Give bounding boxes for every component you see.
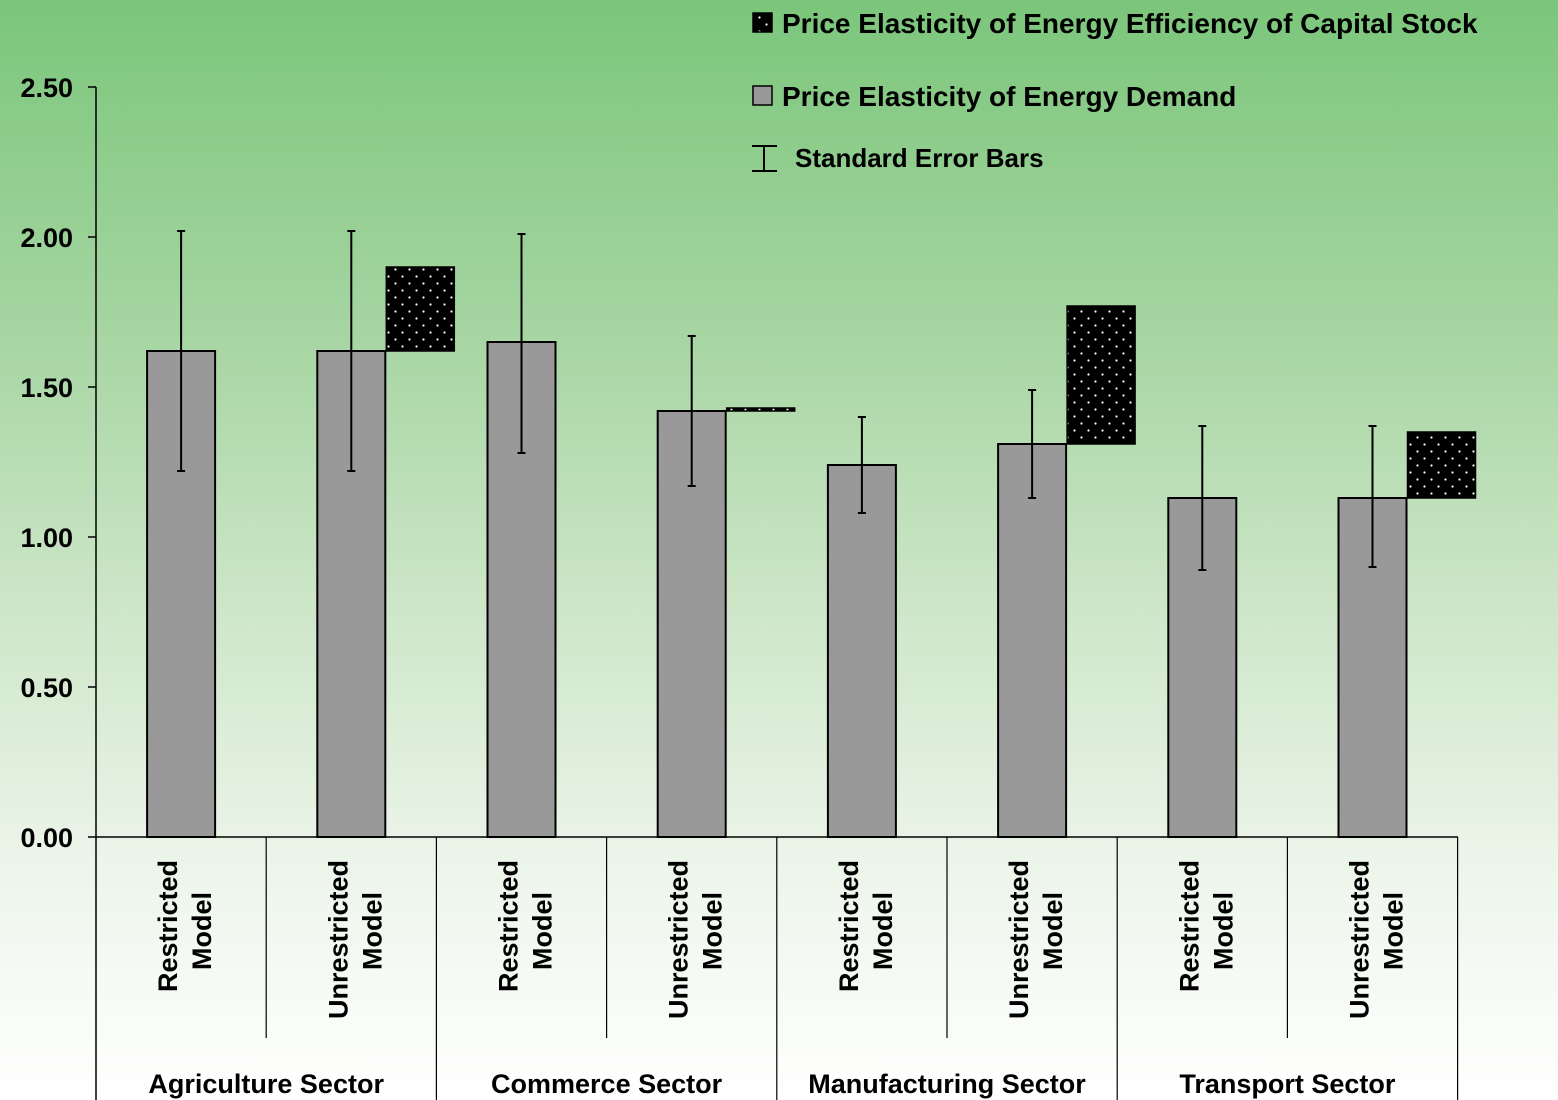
bar-capital-efficiency	[1406, 431, 1477, 499]
category-label: Unrestricted Model	[1345, 860, 1409, 1019]
category-label-line1: Unrestricted	[1004, 860, 1034, 1019]
category-label-line2: Model	[698, 892, 728, 970]
category-label-line2: Model	[357, 892, 387, 970]
bar-energy-demand	[997, 443, 1068, 838]
bar-capital-efficiency	[1066, 305, 1136, 445]
category-label-line1: Restricted	[834, 860, 864, 992]
category-label: Restricted Model	[834, 860, 898, 992]
legend-label-capital-efficiency: Price Elasticity of Energy Efficiency of…	[782, 8, 1478, 39]
category-label: Unrestricted Model	[1004, 860, 1068, 1019]
group-label: Transport Sector	[1179, 1069, 1396, 1099]
category-label: Unrestricted Model	[323, 860, 387, 1019]
category-label-line1: Unrestricted	[664, 860, 694, 1019]
y-tick-label: 1.50	[20, 373, 73, 403]
legend-swatch-energy-demand	[752, 85, 773, 106]
category-label-line1: Restricted	[153, 860, 183, 992]
category-label-line1: Unrestricted	[323, 860, 353, 1019]
group-label: Agriculture Sector	[148, 1069, 384, 1099]
category-label-line2: Model	[868, 892, 898, 970]
category-label: Unrestricted Model	[664, 860, 728, 1019]
y-tick-label: 0.00	[20, 823, 73, 853]
category-label-line1: Restricted	[1174, 860, 1204, 992]
bar-energy-demand	[656, 410, 727, 838]
category-label: Restricted Model	[1174, 860, 1238, 992]
y-tick-label: 0.50	[20, 673, 73, 703]
category-label-line1: Unrestricted	[1345, 860, 1375, 1019]
category-label-line2: Model	[187, 892, 217, 970]
legend-swatch-capital-efficiency	[752, 12, 773, 33]
category-label-line2: Model	[1038, 892, 1068, 970]
category-label-line1: Restricted	[494, 860, 524, 992]
legend-label-energy-demand: Price Elasticity of Energy Demand	[782, 81, 1236, 112]
y-tick-label: 1.00	[20, 523, 73, 553]
bar-capital-efficiency	[725, 407, 796, 412]
y-tick-label: 2.50	[20, 73, 73, 103]
category-label: Restricted Model	[153, 860, 217, 992]
category-label: Restricted Model	[494, 860, 558, 992]
group-label: Manufacturing Sector	[808, 1069, 1086, 1099]
category-label-line2: Model	[1208, 892, 1238, 970]
category-label-line2: Model	[1379, 892, 1409, 970]
group-label: Commerce Sector	[491, 1069, 723, 1099]
bar-capital-efficiency	[385, 266, 456, 352]
legend-label-error-bars: Standard Error Bars	[795, 143, 1044, 173]
category-label-line2: Model	[528, 892, 558, 970]
y-tick-label: 2.00	[20, 223, 73, 253]
bar-energy-demand	[826, 464, 897, 838]
